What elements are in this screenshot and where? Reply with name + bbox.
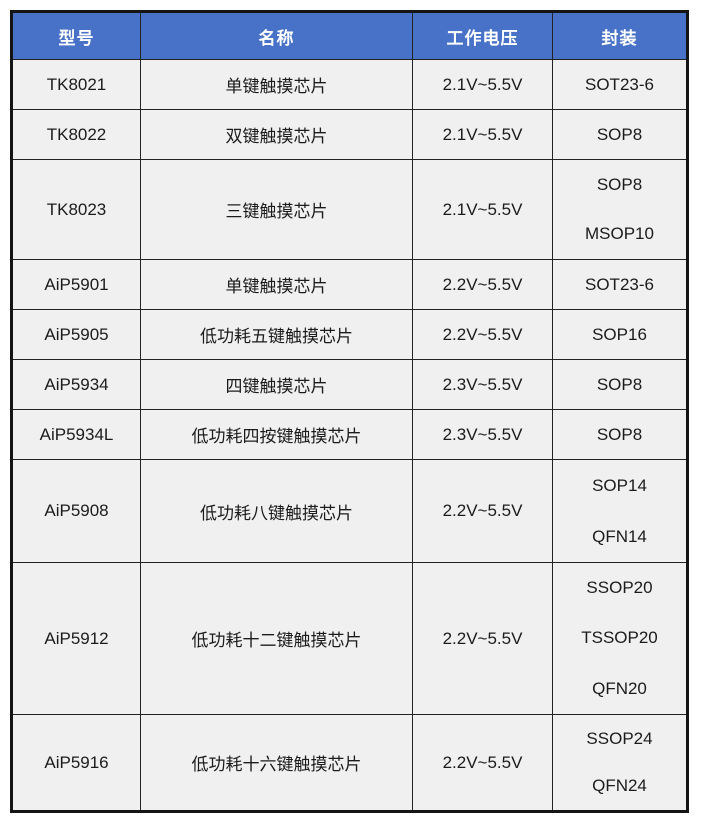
cell-model: AiP5912 (11, 562, 141, 715)
cell-name: 低功耗八键触摸芯片 (140, 459, 413, 563)
package-stack: SOP8 (554, 111, 687, 159)
package-label: SSOP20 (586, 578, 653, 598)
package-label: MSOP10 (585, 224, 654, 244)
table-row: AiP5916 低功耗十六键触摸芯片 2.2V~5.5V SSOP24 QFN2… (11, 714, 688, 812)
package-label: SOP8 (596, 174, 643, 194)
chip-spec-table: 型号 名称 工作电压 封装 TK8021 单键触摸芯片 2.1V~5.5V SO… (10, 10, 689, 813)
cell-name: 四键触摸芯片 (140, 359, 413, 410)
cell-model: AiP5905 (11, 309, 141, 360)
cell-name: 低功耗十六键触摸芯片 (140, 714, 413, 812)
cell-package: SOP16 (552, 309, 688, 360)
cell-voltage: 2.2V~5.5V (412, 714, 553, 812)
package-label: TSSOP20 (581, 628, 658, 648)
cell-model: TK8023 (11, 159, 141, 260)
table-row: TK8021 单键触摸芯片 2.1V~5.5V SOT23-6 (11, 59, 688, 110)
package-stack: SOP8 MSOP10 (554, 161, 687, 259)
cell-package: SOT23-6 (552, 259, 688, 310)
package-label: SOP8 (596, 374, 643, 394)
package-label: SOP8 (596, 124, 643, 144)
cell-voltage: 2.1V~5.5V (412, 159, 553, 260)
column-header-model: 型号 (11, 11, 141, 60)
cell-model: AiP5934 (11, 359, 141, 410)
package-label: SSOP24 (586, 728, 653, 748)
cell-voltage: 2.2V~5.5V (412, 562, 553, 715)
cell-voltage: 2.3V~5.5V (412, 359, 553, 410)
cell-name: 低功耗十二键触摸芯片 (140, 562, 413, 715)
cell-package: SOP8 (552, 109, 688, 160)
package-stack: SSOP24 QFN24 (554, 716, 687, 811)
header-row: 型号 名称 工作电压 封装 (11, 11, 688, 60)
package-stack: SOT23-6 (554, 61, 687, 109)
cell-name: 低功耗五键触摸芯片 (140, 309, 413, 360)
column-header-package: 封装 (552, 11, 688, 60)
table-row: TK8023 三键触摸芯片 2.1V~5.5V SOP8 MSOP10 (11, 159, 688, 260)
package-stack: SOP16 (554, 311, 687, 359)
cell-package: SOP14 QFN14 (552, 459, 688, 563)
cell-package: SOT23-6 (552, 59, 688, 110)
cell-model: TK8022 (11, 109, 141, 160)
cell-model: TK8021 (11, 59, 141, 110)
cell-name: 单键触摸芯片 (140, 259, 413, 310)
chip-spec-table-container: 型号 名称 工作电压 封装 TK8021 单键触摸芯片 2.1V~5.5V SO… (10, 10, 689, 813)
package-label: QFN24 (592, 776, 647, 796)
cell-voltage: 2.1V~5.5V (412, 109, 553, 160)
cell-model: AiP5916 (11, 714, 141, 812)
table-row: TK8022 双键触摸芯片 2.1V~5.5V SOP8 (11, 109, 688, 160)
package-label: QFN14 (592, 526, 647, 546)
table-row: AiP5934 四键触摸芯片 2.3V~5.5V SOP8 (11, 359, 688, 410)
table-row: AiP5908 低功耗八键触摸芯片 2.2V~5.5V SOP14 QFN14 (11, 459, 688, 563)
package-stack: SSOP20 TSSOP20 QFN20 (554, 564, 687, 714)
cell-voltage: 2.2V~5.5V (412, 259, 553, 310)
table-row: AiP5905 低功耗五键触摸芯片 2.2V~5.5V SOP16 (11, 309, 688, 360)
package-stack: SOP8 (554, 361, 687, 409)
cell-voltage: 2.2V~5.5V (412, 459, 553, 563)
cell-name: 单键触摸芯片 (140, 59, 413, 110)
table-row: AiP5901 单键触摸芯片 2.2V~5.5V SOT23-6 (11, 259, 688, 310)
cell-model: AiP5901 (11, 259, 141, 310)
cell-voltage: 2.1V~5.5V (412, 59, 553, 110)
package-label: QFN20 (592, 678, 647, 698)
cell-name: 三键触摸芯片 (140, 159, 413, 260)
table-row: AiP5912 低功耗十二键触摸芯片 2.2V~5.5V SSOP20 TSSO… (11, 562, 688, 715)
package-label: SOT23-6 (585, 274, 654, 294)
cell-package: SSOP20 TSSOP20 QFN20 (552, 562, 688, 715)
package-label: SOP8 (596, 424, 643, 444)
cell-package: SSOP24 QFN24 (552, 714, 688, 812)
table-row: AiP5934L 低功耗四按键触摸芯片 2.3V~5.5V SOP8 (11, 409, 688, 460)
package-stack: SOT23-6 (554, 261, 687, 309)
package-label: SOT23-6 (585, 74, 654, 94)
cell-name: 双键触摸芯片 (140, 109, 413, 160)
cell-package: SOP8 (552, 409, 688, 460)
cell-voltage: 2.3V~5.5V (412, 409, 553, 460)
cell-name: 低功耗四按键触摸芯片 (140, 409, 413, 460)
column-header-name: 名称 (140, 11, 413, 60)
package-label: SOP16 (592, 324, 647, 344)
package-stack: SOP8 (554, 411, 687, 459)
cell-model: AiP5908 (11, 459, 141, 563)
cell-package: SOP8 (552, 359, 688, 410)
package-stack: SOP14 QFN14 (554, 461, 687, 562)
package-label: SOP14 (592, 475, 647, 495)
cell-model: AiP5934L (11, 409, 141, 460)
cell-voltage: 2.2V~5.5V (412, 309, 553, 360)
column-header-voltage: 工作电压 (412, 11, 553, 60)
cell-package: SOP8 MSOP10 (552, 159, 688, 260)
